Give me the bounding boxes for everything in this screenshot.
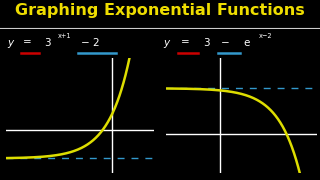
Text: y: y — [8, 38, 14, 48]
Text: 3: 3 — [203, 38, 210, 48]
Text: x+1: x+1 — [57, 33, 71, 39]
Text: =: = — [181, 38, 189, 48]
Text: x−2: x−2 — [259, 33, 273, 39]
Text: Graphing Exponential Functions: Graphing Exponential Functions — [15, 3, 305, 18]
Text: y: y — [163, 38, 169, 48]
Text: e: e — [243, 38, 250, 48]
Text: − 2: − 2 — [81, 38, 100, 48]
Text: 3: 3 — [44, 38, 51, 48]
Text: −: − — [221, 38, 229, 48]
Text: =: = — [23, 38, 31, 48]
